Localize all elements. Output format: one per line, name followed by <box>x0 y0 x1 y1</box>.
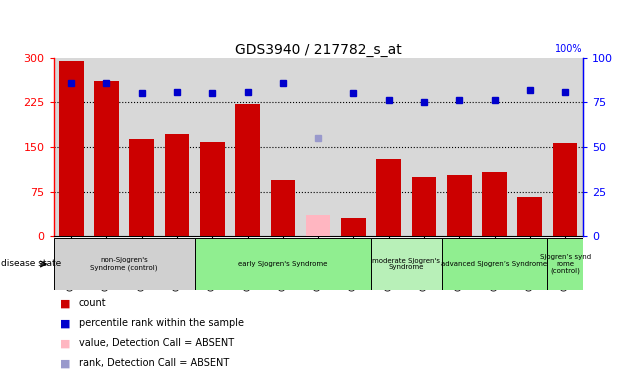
Bar <box>270 180 295 236</box>
Text: ■: ■ <box>60 298 71 308</box>
Bar <box>306 215 331 236</box>
Text: Sjogren’s synd
rome
(control): Sjogren’s synd rome (control) <box>539 254 591 274</box>
Text: rank, Detection Call = ABSENT: rank, Detection Call = ABSENT <box>79 358 229 368</box>
Bar <box>341 218 366 236</box>
Text: moderate Sjogren's
Syndrome: moderate Sjogren's Syndrome <box>372 258 440 270</box>
Title: GDS3940 / 217782_s_at: GDS3940 / 217782_s_at <box>235 43 401 56</box>
Bar <box>195 238 371 290</box>
Bar <box>59 61 84 236</box>
Bar <box>94 81 119 236</box>
Text: non-Sjogren's
Syndrome (control): non-Sjogren's Syndrome (control) <box>90 257 158 271</box>
Text: early Sjogren's Syndrome: early Sjogren's Syndrome <box>238 261 328 267</box>
Bar <box>447 175 472 236</box>
Bar <box>482 172 507 236</box>
Text: ■: ■ <box>60 358 71 368</box>
Bar <box>411 177 437 236</box>
Bar <box>164 134 190 236</box>
Text: disease state: disease state <box>1 260 61 268</box>
Text: 100%: 100% <box>555 44 583 54</box>
Bar <box>235 104 260 236</box>
Bar <box>200 142 225 236</box>
Bar <box>54 238 195 290</box>
Bar <box>547 238 583 290</box>
Text: advanced Sjogren’s Syndrome: advanced Sjogren’s Syndrome <box>442 261 547 267</box>
Bar <box>376 159 401 236</box>
Text: value, Detection Call = ABSENT: value, Detection Call = ABSENT <box>79 338 234 348</box>
Bar <box>442 238 547 290</box>
Text: ■: ■ <box>60 338 71 348</box>
Bar <box>129 139 154 236</box>
Text: percentile rank within the sample: percentile rank within the sample <box>79 318 244 328</box>
Bar <box>517 197 542 236</box>
Bar <box>371 238 442 290</box>
Text: count: count <box>79 298 106 308</box>
Bar <box>553 143 578 236</box>
Text: ■: ■ <box>60 318 71 328</box>
